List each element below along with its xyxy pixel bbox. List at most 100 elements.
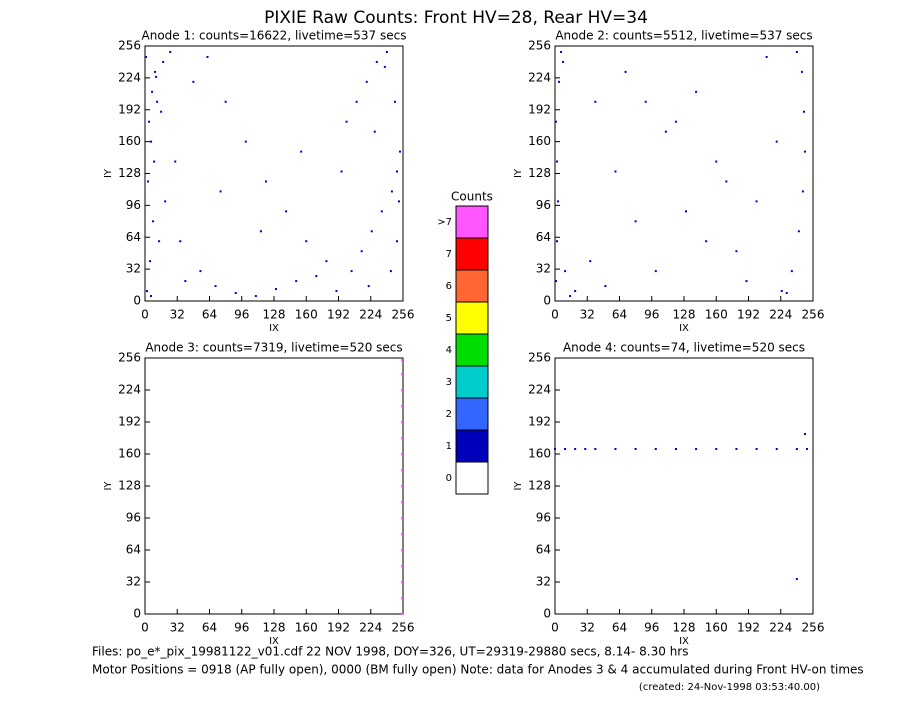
pixel [174,160,177,163]
pixel [614,448,617,450]
y-tick-label: 160 [118,447,141,461]
pixel [574,290,577,293]
y-tick-label: 160 [528,447,551,461]
pixel [715,448,718,450]
x-tick-label: 32 [580,621,595,635]
y-tick-label: 96 [126,198,141,212]
x-tick-label: 192 [737,621,760,635]
pixel [383,65,386,68]
pixel [393,100,396,103]
pixel [158,240,161,243]
y-tick-label: 0 [543,607,551,621]
y-tick-label: 192 [118,415,141,429]
pixel [150,140,153,143]
pixel [785,292,788,295]
colorbar-title: Counts [451,190,493,204]
pixel [564,448,567,450]
colorbar-label: 7 [446,249,452,260]
x-tick-label: 0 [551,308,559,322]
footer-motor: Motor Positions = 0918 (AP fully open), … [92,663,864,677]
x-axis-label: IX [679,636,689,647]
x-axis-label: IX [269,636,279,647]
pixel [275,288,278,291]
pixel [390,190,393,193]
pixel [305,240,308,243]
pixel [315,275,318,278]
pixel [264,180,267,183]
y-tick-label: 224 [118,383,141,397]
y-tick-label: 96 [536,511,551,525]
y-tick-label: 64 [536,230,551,244]
x-tick-label: 64 [612,308,627,322]
pixel [400,533,403,535]
y-tick-label: 256 [118,351,141,365]
pixel [151,90,154,93]
pixel [152,220,155,223]
y-tick-label: 192 [528,415,551,429]
pixel [594,448,597,450]
x-tick-label: 128 [673,308,696,322]
pixel [224,100,227,103]
pixel [335,290,338,293]
pixel [370,230,373,233]
pixel [340,170,343,173]
pixel [395,240,398,243]
footer-files: Files: po_e*_pix_19981122_v01.cdf 22 NOV… [92,645,689,659]
pixel [146,290,149,293]
pixel [569,295,572,298]
pixel [735,448,738,450]
x-tick-label: 96 [234,308,249,322]
pixel [380,210,383,213]
pixel [373,130,376,133]
x-tick-label: 96 [644,621,659,635]
y-tick-label: 32 [126,262,141,276]
colorbar-label: 0 [446,473,452,484]
y-tick-label: 0 [543,294,551,308]
pixel [325,260,328,263]
y-tick-label: 32 [536,262,551,276]
pixel [685,210,688,213]
pixel [400,359,403,361]
pixel [775,140,778,143]
pixel [164,200,167,203]
pixel [795,50,798,53]
pixel [755,200,758,203]
y-tick-label: 128 [118,479,141,493]
pixel [795,448,798,450]
x-tick-label: 224 [359,621,382,635]
pixel [400,373,403,375]
pixel [199,270,202,273]
y-axis-label: IY [513,481,524,491]
pixel [805,448,808,450]
pixel [797,230,800,233]
x-tick-label: 64 [202,308,217,322]
pixel [385,50,388,53]
pixel [153,160,156,163]
pixel [556,240,559,243]
pixel [169,50,172,53]
y-tick-label: 128 [528,479,551,493]
pixel [355,100,358,103]
x-tick-label: 96 [234,621,249,635]
y-tick-label: 32 [126,575,141,589]
pixel [155,75,158,78]
panel-title: Anode 2: counts=5512, livetime=537 secs [555,29,812,43]
y-tick-label: 256 [528,351,551,365]
colorbar-box [455,301,489,335]
x-tick-label: 224 [769,308,792,322]
pixel [179,240,182,243]
y-axis-label: IY [103,481,114,491]
pixel [400,581,403,583]
x-tick-label: 128 [263,621,286,635]
y-tick-label: 64 [126,230,141,244]
pixel [400,597,403,599]
colorbar-label: 3 [446,377,452,388]
x-tick-label: 64 [202,621,217,635]
pixel [147,180,150,183]
y-tick-label: 224 [528,383,551,397]
x-tick-label: 224 [769,621,792,635]
pixel [801,190,804,193]
y-tick-label: 96 [126,511,141,525]
pixel [584,448,587,450]
